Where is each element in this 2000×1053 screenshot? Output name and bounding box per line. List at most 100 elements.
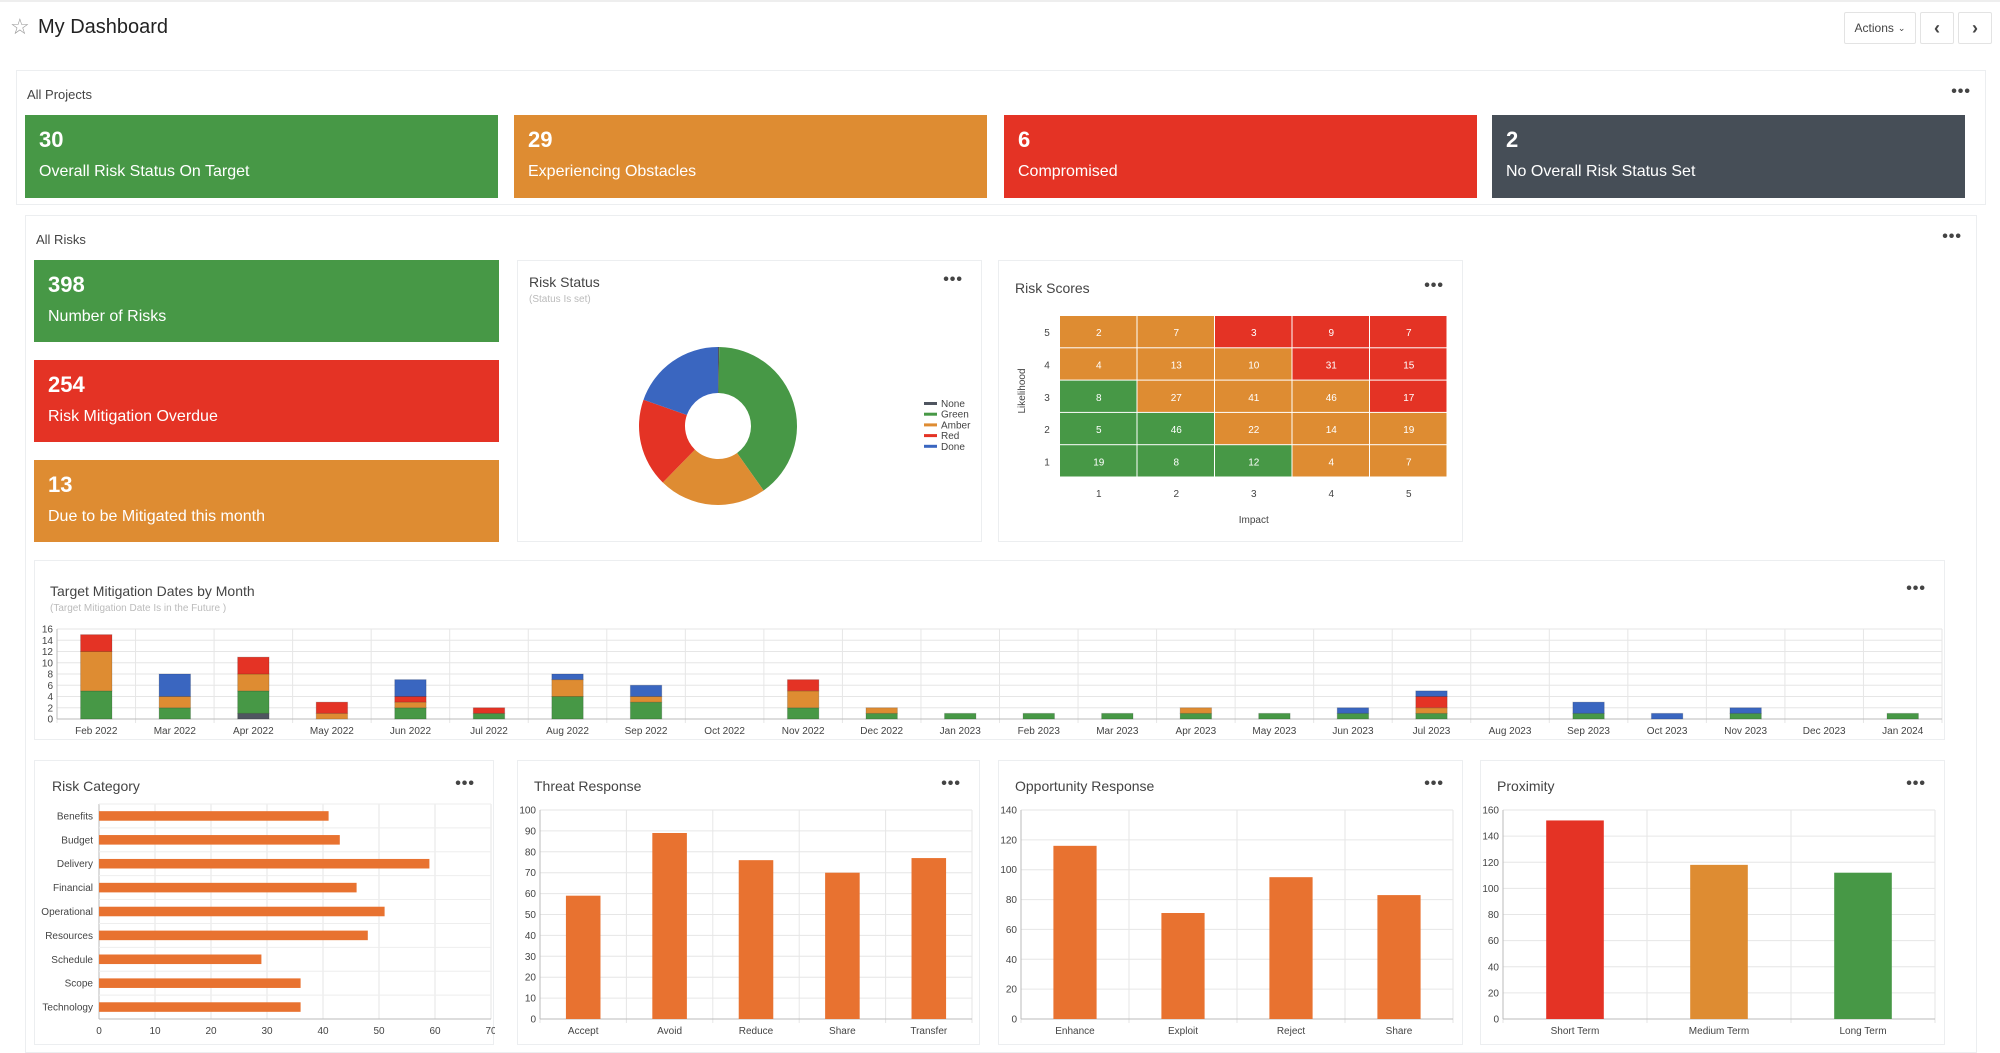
heatmap-cell[interactable] — [1137, 445, 1215, 477]
bar-segment-green[interactable] — [786, 707, 820, 720]
star-icon[interactable]: ☆ — [10, 14, 30, 39]
more-options-icon[interactable]: ••• — [1424, 277, 1444, 294]
heatmap-cell[interactable] — [1137, 380, 1215, 412]
bar-segment-amber[interactable] — [551, 679, 584, 697]
more-options-icon[interactable]: ••• — [1906, 580, 1926, 597]
pie-slice-none[interactable] — [718, 347, 720, 394]
bar[interactable] — [825, 872, 860, 1019]
bar-segment-green[interactable] — [394, 707, 427, 720]
bar-segment-red[interactable] — [1415, 696, 1448, 709]
legend-label[interactable]: Red — [941, 431, 959, 442]
more-options-icon[interactable]: ••• — [1906, 775, 1926, 792]
heatmap-cell[interactable] — [1215, 348, 1292, 380]
heatmap-cell[interactable] — [1137, 412, 1215, 445]
bar-segment-green[interactable] — [1179, 712, 1213, 720]
heatmap-cell[interactable] — [1370, 445, 1447, 477]
heatmap-cell[interactable] — [1060, 316, 1137, 348]
bar-segment-amber[interactable] — [394, 701, 427, 709]
bar[interactable] — [1269, 877, 1313, 1019]
risk-metric-tile[interactable]: 398 Number of Risks — [34, 260, 499, 342]
heatmap-cell[interactable] — [1370, 348, 1447, 380]
legend-label[interactable]: Green — [941, 410, 969, 421]
heatmap-cell[interactable] — [1215, 316, 1292, 348]
project-status-tile[interactable]: 2 No Overall Risk Status Set — [1492, 115, 1965, 198]
bar-segment-red[interactable] — [786, 679, 820, 692]
bar[interactable] — [1546, 820, 1604, 1019]
risk-metric-tile[interactable]: 13 Due to be Mitigated this month — [34, 460, 499, 542]
heatmap-cell[interactable] — [1292, 445, 1370, 477]
more-options-icon[interactable]: ••• — [455, 775, 475, 792]
bar-segment-green[interactable] — [1258, 712, 1291, 720]
more-options-icon[interactable]: ••• — [1942, 228, 1962, 245]
bar-segment-done[interactable] — [158, 673, 192, 697]
bar[interactable] — [99, 978, 301, 988]
heatmap-cell[interactable] — [1060, 380, 1137, 412]
bar[interactable] — [99, 858, 430, 869]
project-status-tile[interactable]: 30 Overall Risk Status On Target — [25, 115, 498, 198]
pie-slice-amber[interactable] — [662, 449, 764, 506]
bar-segment-green[interactable] — [944, 712, 977, 720]
bar-segment-amber[interactable] — [315, 712, 349, 720]
heatmap-cell[interactable] — [1292, 348, 1370, 380]
bar-segment-amber[interactable] — [80, 651, 113, 692]
bar-segment-red[interactable] — [472, 707, 506, 714]
bar[interactable] — [99, 930, 368, 941]
bar-segment-amber[interactable] — [629, 696, 663, 703]
bar[interactable] — [99, 906, 385, 917]
bar-segment-done[interactable] — [629, 684, 663, 697]
bar-segment-done[interactable] — [1336, 707, 1370, 714]
bar[interactable] — [99, 954, 262, 965]
pie-slice-red[interactable] — [639, 399, 695, 483]
project-status-tile[interactable]: 6 Compromised — [1004, 115, 1477, 198]
bar-segment-green[interactable] — [629, 701, 663, 720]
heatmap-cell[interactable] — [1060, 412, 1137, 445]
bar-segment-amber[interactable] — [865, 707, 898, 714]
bar[interactable] — [99, 811, 329, 821]
actions-button[interactable]: Actions ⌄ — [1844, 12, 1916, 44]
bar-segment-amber[interactable] — [237, 673, 270, 692]
bar-segment-green[interactable] — [1886, 712, 1919, 720]
heatmap-cell[interactable] — [1215, 380, 1292, 412]
bar-segment-green[interactable] — [865, 712, 898, 720]
bar[interactable] — [911, 858, 947, 1019]
previous-button[interactable]: ‹ — [1920, 12, 1954, 44]
heatmap-cell[interactable] — [1292, 380, 1370, 412]
risk-metric-tile[interactable]: 254 Risk Mitigation Overdue — [34, 360, 499, 442]
bar-segment-green[interactable] — [158, 707, 192, 720]
legend-label[interactable]: Done — [941, 442, 965, 453]
bar[interactable] — [738, 860, 774, 1019]
bar-segment-amber[interactable] — [1179, 707, 1213, 714]
bar-segment-green[interactable] — [1101, 712, 1134, 720]
heatmap-cell[interactable] — [1137, 348, 1215, 380]
more-options-icon[interactable]: ••• — [1424, 775, 1444, 792]
bar-segment-done[interactable] — [1415, 690, 1448, 697]
bar-segment-green[interactable] — [1415, 712, 1448, 720]
bar-segment-done[interactable] — [1650, 712, 1684, 720]
more-options-icon[interactable]: ••• — [941, 775, 961, 792]
heatmap-cell[interactable] — [1370, 412, 1447, 445]
bar-segment-green[interactable] — [472, 712, 506, 720]
heatmap-cell[interactable] — [1292, 316, 1370, 348]
bar-segment-green[interactable] — [1729, 712, 1762, 720]
legend-label[interactable]: Amber — [941, 420, 971, 431]
next-button[interactable]: › — [1958, 12, 1992, 44]
bar-segment-red[interactable] — [315, 701, 349, 714]
bar-segment-green[interactable] — [237, 690, 270, 714]
bar[interactable] — [1053, 845, 1097, 1019]
bar-segment-red[interactable] — [237, 656, 270, 675]
bar-segment-amber[interactable] — [158, 696, 192, 709]
bar-segment-amber[interactable] — [786, 690, 820, 709]
bar[interactable] — [1834, 872, 1892, 1019]
bar-segment-done[interactable] — [1729, 707, 1762, 714]
bar-segment-red[interactable] — [394, 696, 427, 703]
bar-segment-red[interactable] — [80, 634, 113, 652]
project-status-tile[interactable]: 29 Experiencing Obstacles — [514, 115, 987, 198]
pie-slice-green[interactable] — [718, 347, 797, 491]
bar[interactable] — [99, 835, 340, 845]
heatmap-cell[interactable] — [1370, 316, 1447, 348]
bar-segment-done[interactable] — [394, 679, 427, 697]
heatmap-cell[interactable] — [1137, 316, 1215, 348]
bar-segment-done[interactable] — [551, 673, 584, 681]
more-options-icon[interactable]: ••• — [1951, 83, 1971, 100]
bar-segment-done[interactable] — [1572, 701, 1605, 714]
